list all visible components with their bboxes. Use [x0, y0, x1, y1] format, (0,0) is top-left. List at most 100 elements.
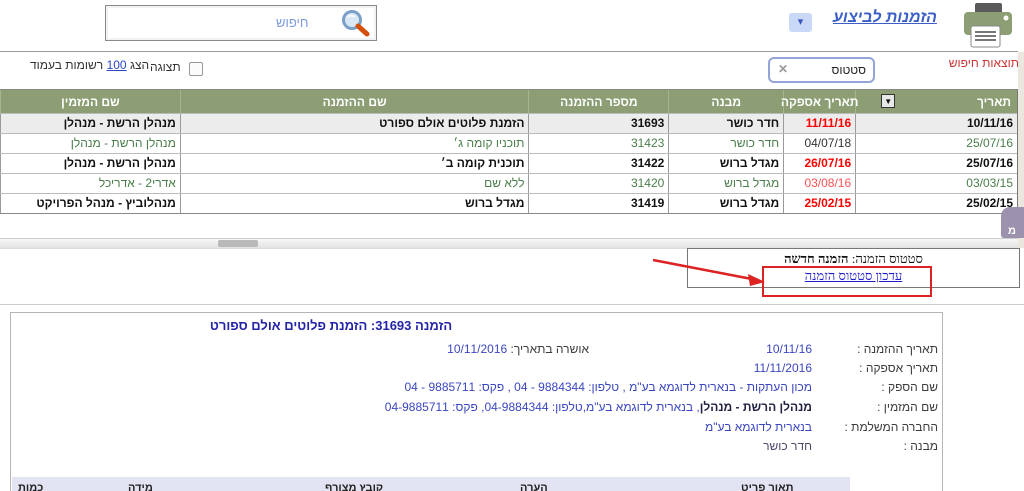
section-divider: [0, 304, 1024, 305]
order-status-value: הזמנה חדשה: [784, 251, 849, 266]
order-status-panel: סטטוס הזמנה: הזמנה חדשה עדכון סטטוס הזמנ…: [687, 248, 1020, 288]
table-row[interactable]: 25/07/16 26/07/16 מגדל ברוש 31422 תוכנית…: [0, 153, 1017, 173]
detail-value-order-date: 10/11/16: [766, 342, 812, 356]
column-header-date[interactable]: תאריך ▼: [855, 90, 1017, 113]
display-checkbox[interactable]: [189, 62, 203, 76]
page-size-control: הצג 100 רשומות בעמוד: [30, 58, 149, 72]
cell-date: 10/11/16: [855, 114, 1017, 133]
cell-order-number: 31693: [528, 114, 668, 133]
side-tab[interactable]: מ: [1001, 207, 1024, 238]
table-row[interactable]: 03/03/15 03/08/16 מגדל ברוש 31420 ללא שם…: [0, 173, 1017, 193]
detail-label-order-date: תאריך ההזמנה :: [857, 342, 938, 356]
cell-supply-date: 25/02/15: [783, 194, 855, 213]
table-row[interactable]: 25/07/16 04/07/18 חדר כושר 31423 תוכניו …: [0, 133, 1017, 153]
cell-orderer: מנהלוביץ - מנהל הפרויקט: [0, 194, 180, 213]
chevron-down-icon: ▾: [797, 16, 804, 28]
table-row[interactable]: 25/02/15 25/02/15 מגדל ברוש 31419 מגדל ב…: [0, 193, 1017, 213]
cell-orderer: מנהלן הרשת - מנהלן: [0, 154, 180, 173]
top-divider: [0, 51, 1018, 52]
title-dropdown-button[interactable]: ▾: [789, 13, 812, 32]
cell-building: מגדל ברוש: [668, 154, 783, 173]
cell-order-name: מגדל ברוש: [179, 194, 529, 213]
detail-approved-on: אושרה בתאריך: 10/11/2016: [447, 342, 589, 356]
column-header-orderer[interactable]: שם המזמין: [0, 90, 180, 113]
order-details-panel: הזמנה 31693: הזמנת פלוטים אולם ספורט תאר…: [10, 312, 943, 491]
column-header-date-label: תאריך: [976, 94, 1011, 109]
right-gutter: [1018, 52, 1024, 248]
cell-building: חדר כושר: [668, 114, 783, 133]
cell-date: 25/02/15: [855, 194, 1017, 213]
cell-orderer: מנהלן הרשת - מנהלן: [0, 134, 180, 153]
display-label: תצוגה: [150, 60, 181, 74]
cell-order-number: 31420: [528, 174, 668, 193]
orders-table: תאריך ▼ תאריך אספקה מבנה מספר ההזמנה שם …: [0, 89, 1018, 214]
approved-label: אושרה בתאריך:: [510, 342, 589, 356]
cell-order-name: תוכנית קומה ב׳: [179, 154, 529, 173]
items-table-header: תאור פריט הערה קובץ מצורף מידה כמות: [12, 477, 850, 491]
detail-label-supply-date: תאריך אספקה :: [859, 361, 938, 375]
cell-supply-date: 11/11/16: [783, 114, 855, 133]
page-size-link[interactable]: 100: [106, 58, 127, 72]
column-header-order-name[interactable]: שם ההזמנה: [179, 90, 529, 113]
horizontal-scrollbar[interactable]: [0, 238, 1018, 249]
detail-value-supply-date: 11/11/2016: [753, 361, 812, 375]
detail-label-supplier: שם הספק :: [881, 380, 938, 394]
cell-order-name: הזמנת פלוטים אולם ספורט: [179, 114, 529, 133]
page-title[interactable]: הזמנות לביצוע: [833, 9, 937, 26]
side-tab-label: מ: [1008, 225, 1016, 237]
status-filter-value: סטטוס: [831, 63, 866, 77]
detail-value-supplier: מכון העתקות - בנארית לדוגמא בע"מ , טלפון…: [404, 380, 812, 394]
items-column-note: הערה: [520, 482, 548, 491]
sort-descending-icon[interactable]: ▼: [881, 94, 896, 108]
items-column-measure: מידה: [128, 482, 153, 491]
search-icon[interactable]: [339, 8, 371, 40]
orderer-contact: , בנארית לדוגמא בע"מ,טלפון: 04-9884344, …: [384, 400, 700, 414]
cell-orderer: אדרי2 - אדריכל: [0, 174, 180, 193]
search-results-label: תוצאות חיפוש: [948, 56, 1019, 70]
cell-order-number: 31423: [528, 134, 668, 153]
order-status-line: סטטוס הזמנה: הזמנה חדשה: [688, 251, 1019, 267]
cell-building: חדר כושר: [668, 134, 783, 153]
search-input[interactable]: חיפוש: [105, 5, 377, 41]
detail-value-orderer: מנהלן הרשת - מנהלן, בנארית לדוגמא בע"מ,ט…: [385, 400, 812, 414]
update-status-link[interactable]: עדכון סטטוס הזמנה: [804, 268, 903, 283]
cell-orderer: מנהלן הרשת - מנהלן: [0, 114, 180, 133]
detail-value-building: חדר כושר: [763, 439, 812, 453]
column-header-order-number[interactable]: מספר ההזמנה: [528, 90, 668, 113]
cell-order-number: 31419: [528, 194, 668, 213]
detail-label-building: מבנה :: [903, 439, 938, 453]
status-filter-input[interactable]: סטטוס ✕: [768, 57, 875, 83]
items-column-attached-file: קובץ מצורף: [325, 482, 384, 491]
cell-supply-date: 03/08/16: [783, 174, 855, 193]
printer-icon[interactable]: [962, 2, 1014, 48]
items-column-item-description: תאור פריט: [741, 482, 794, 491]
items-column-quantity: כמות: [18, 482, 44, 491]
order-details-title: הזמנה 31693: הזמנת פלוטים אולם ספורט: [209, 318, 453, 333]
detail-label-orderer: שם המזמין :: [877, 400, 938, 414]
scrollbar-thumb[interactable]: [218, 240, 258, 247]
page-size-suffix: רשומות בעמוד: [30, 58, 104, 72]
cell-date: 25/07/16: [855, 134, 1017, 153]
orderer-name: מנהלן הרשת - מנהלן: [699, 400, 812, 414]
table-row[interactable]: 10/11/16 11/11/16 חדר כושר 31693 הזמנת פ…: [0, 113, 1017, 133]
order-status-label: סטטוס הזמנה:: [851, 251, 923, 266]
cell-order-name: תוכניו קומה ג׳: [179, 134, 529, 153]
cell-order-number: 31422: [528, 154, 668, 173]
column-header-supply-date[interactable]: תאריך אספקה: [781, 90, 858, 113]
cell-building: מגדל ברוש: [668, 194, 783, 213]
page-size-prefix: הצג: [129, 58, 150, 72]
cell-order-name: ללא שם: [179, 174, 529, 193]
cell-supply-date: 04/07/18: [783, 134, 855, 153]
column-header-building[interactable]: מבנה: [668, 90, 783, 113]
cell-supply-date: 26/07/16: [783, 154, 855, 173]
orders-table-header: תאריך ▼ תאריך אספקה מבנה מספר ההזמנה שם …: [0, 90, 1017, 113]
cell-date: 25/07/16: [855, 154, 1017, 173]
search-placeholder: חיפוש: [276, 15, 309, 30]
clear-filter-icon[interactable]: ✕: [778, 62, 789, 76]
detail-value-paying-company: בנארית לדוגמא בע"מ: [704, 420, 812, 434]
cell-building: מגדל ברוש: [668, 174, 783, 193]
detail-label-paying-company: החברה המשלמת :: [844, 420, 939, 434]
cell-date: 03/03/15: [855, 174, 1017, 193]
approved-date: 10/11/2016: [447, 342, 508, 356]
